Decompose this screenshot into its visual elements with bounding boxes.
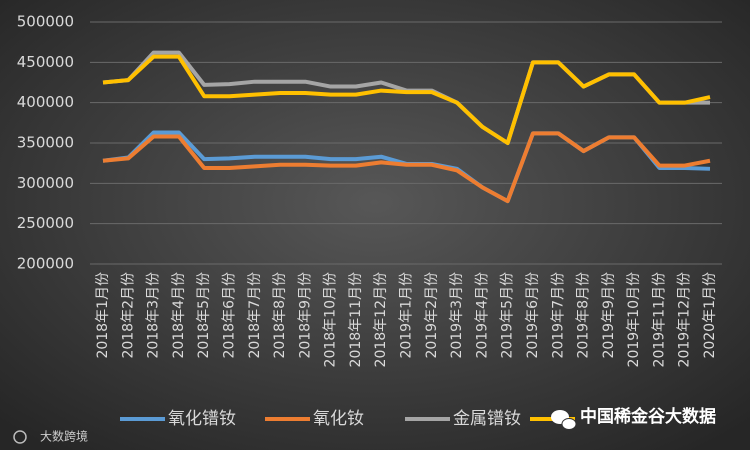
x-tick-label: 2018年5月份 (196, 272, 212, 359)
x-tick-label: 2019年10月份 (626, 272, 642, 367)
x-tick-label: 2019年8月份 (576, 272, 592, 359)
x-tick-label: 2019年2月份 (424, 272, 440, 359)
y-tick-label: 250000 (17, 214, 74, 232)
series-line (102, 131, 711, 204)
y-tick-label: 300000 (17, 174, 74, 192)
y-tick-label: 500000 (17, 13, 74, 31)
x-tick-label: 2018年7月份 (247, 272, 263, 359)
x-tick-label: 2018年2月份 (120, 272, 136, 359)
series-line (102, 54, 711, 145)
x-tick-label: 2019年9月份 (601, 272, 617, 359)
x-tick-label: 2019年12月份 (677, 272, 693, 367)
y-tick-label: 200000 (17, 255, 74, 273)
y-tick-label: 400000 (17, 93, 74, 111)
x-tick-label: 2019年4月份 (474, 272, 490, 359)
x-tick-label: 2019年11月份 (651, 272, 667, 367)
x-tick-label: 2019年7月份 (550, 272, 566, 359)
x-tick-label: 2018年10月份 (323, 272, 339, 367)
x-tick-label: 2019年6月份 (525, 272, 541, 359)
legend-label: 金属镨钕 (453, 409, 521, 429)
x-tick-label: 2018年4月份 (171, 272, 187, 359)
x-tick-label: 2018年3月份 (146, 272, 162, 359)
legend-label: 氧化镨钕 (168, 409, 236, 429)
legend-label: 氧化钕 (313, 409, 364, 429)
logo-text: 大数跨境 (40, 429, 88, 444)
x-tick-label: 2018年6月份 (221, 272, 237, 359)
logo-icon (13, 430, 27, 444)
x-tick-label: 2019年3月份 (449, 272, 465, 359)
y-tick-label: 450000 (17, 53, 74, 71)
x-tick-label: 2020年1月份 (702, 272, 718, 359)
watermark-icon (551, 410, 577, 430)
y-tick-label: 350000 (17, 134, 74, 152)
x-tick-label: 2018年11月份 (348, 272, 364, 367)
x-tick-label: 2018年8月份 (272, 272, 288, 359)
x-tick-label: 2018年12月份 (373, 272, 389, 367)
x-tick-label: 2019年5月份 (500, 272, 516, 359)
x-tick-label: 2018年9月份 (297, 272, 313, 359)
x-tick-label: 2018年1月份 (95, 272, 111, 359)
x-tick-label: 2019年1月份 (399, 272, 415, 359)
watermark: 中国稀金谷大数据 (580, 406, 716, 427)
